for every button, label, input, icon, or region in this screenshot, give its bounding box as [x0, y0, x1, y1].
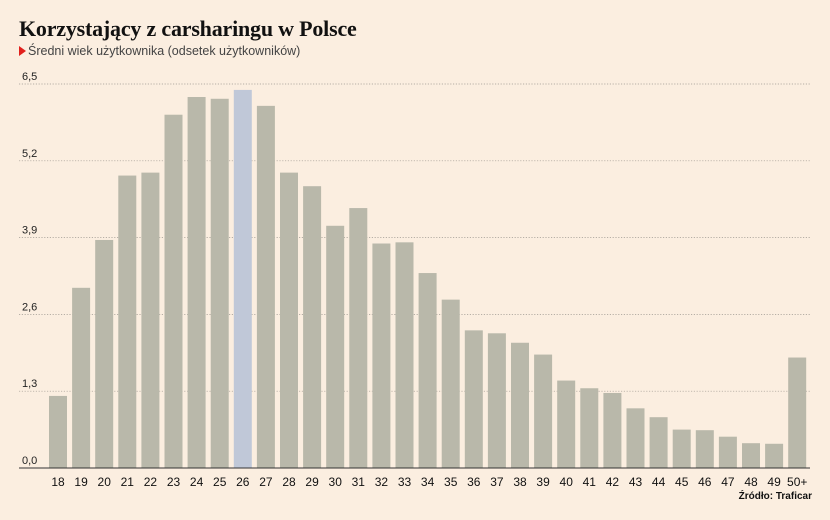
bar	[441, 299, 460, 468]
bar	[742, 443, 760, 468]
red-triangle-icon	[19, 46, 26, 56]
x-tick-label: 50+	[787, 475, 807, 489]
x-tick-label: 46	[698, 475, 712, 489]
x-tick-label: 41	[583, 475, 597, 489]
bar	[280, 172, 298, 468]
bar	[511, 342, 529, 468]
bar	[649, 417, 668, 468]
x-tick-label: 28	[282, 475, 296, 489]
bar	[303, 186, 322, 469]
chart-subtitle-text: Średni wiek użytkownika (odsetek użytkow…	[28, 44, 301, 58]
x-tick-label: 39	[536, 475, 550, 489]
bar	[788, 357, 807, 468]
x-tick-label: 45	[675, 475, 689, 489]
bar	[672, 429, 691, 468]
x-tick-label: 34	[421, 475, 435, 489]
bar	[210, 98, 229, 469]
bar	[72, 287, 91, 468]
x-tick-label: 49	[767, 475, 781, 489]
bar	[464, 330, 483, 468]
bar	[626, 408, 645, 468]
y-tick-label: 5,2	[22, 148, 37, 160]
x-tick-label: 47	[721, 475, 735, 489]
bar	[695, 430, 714, 468]
x-tick-label: 25	[213, 475, 227, 489]
x-tick-label: 30	[329, 475, 343, 489]
bar	[534, 354, 553, 468]
bar	[487, 333, 506, 468]
bar	[765, 443, 784, 468]
bar	[95, 239, 114, 468]
x-tick-label: 33	[398, 475, 412, 489]
bar	[141, 172, 160, 468]
x-tick-label: 31	[352, 475, 366, 489]
x-tick-label: 48	[744, 475, 758, 489]
bar	[395, 242, 414, 468]
y-tick-label: 2,6	[22, 301, 37, 313]
bar	[418, 273, 437, 468]
x-tick-label: 43	[629, 475, 643, 489]
y-tick-label: 1,3	[22, 378, 37, 390]
bar	[164, 114, 183, 468]
bar	[49, 395, 67, 468]
x-tick-label: 29	[305, 475, 319, 489]
bar	[118, 175, 137, 469]
bar	[718, 436, 737, 468]
x-tick-label: 21	[121, 475, 135, 489]
x-tick-label: 44	[652, 475, 666, 489]
x-tick-label: 20	[98, 475, 112, 489]
y-tick-label: 6,5	[22, 71, 37, 83]
x-tick-label: 24	[190, 475, 204, 489]
bar	[372, 243, 391, 468]
bar	[233, 89, 252, 469]
x-tick-label: 32	[375, 475, 389, 489]
source-note: Źródło: Traficar	[738, 491, 812, 502]
x-tick-label: 35	[444, 475, 458, 489]
bar	[187, 96, 206, 469]
bar	[349, 208, 368, 469]
x-tick-label: 42	[606, 475, 620, 489]
x-tick-label: 40	[560, 475, 574, 489]
x-tick-label: 18	[51, 475, 65, 489]
bar	[256, 105, 275, 468]
bar	[557, 380, 576, 468]
x-tick-label: 22	[144, 475, 158, 489]
x-tick-label: 27	[259, 475, 273, 489]
chart-subtitle: Średni wiek użytkownika (odsetek użytkow…	[19, 44, 300, 58]
x-tick-label: 19	[74, 475, 88, 489]
chart-title: Korzystający z carsharingu w Polsce	[19, 16, 357, 41]
bar	[580, 388, 599, 468]
y-tick-label: 3,9	[22, 225, 37, 237]
x-tick-label: 23	[167, 475, 181, 489]
x-tick-label: 36	[467, 475, 481, 489]
bar	[603, 392, 622, 468]
y-tick-label: 0,0	[22, 455, 37, 467]
x-tick-label: 38	[513, 475, 527, 489]
bar	[326, 225, 345, 468]
x-tick-label: 37	[490, 475, 504, 489]
x-tick-label: 26	[236, 475, 250, 489]
